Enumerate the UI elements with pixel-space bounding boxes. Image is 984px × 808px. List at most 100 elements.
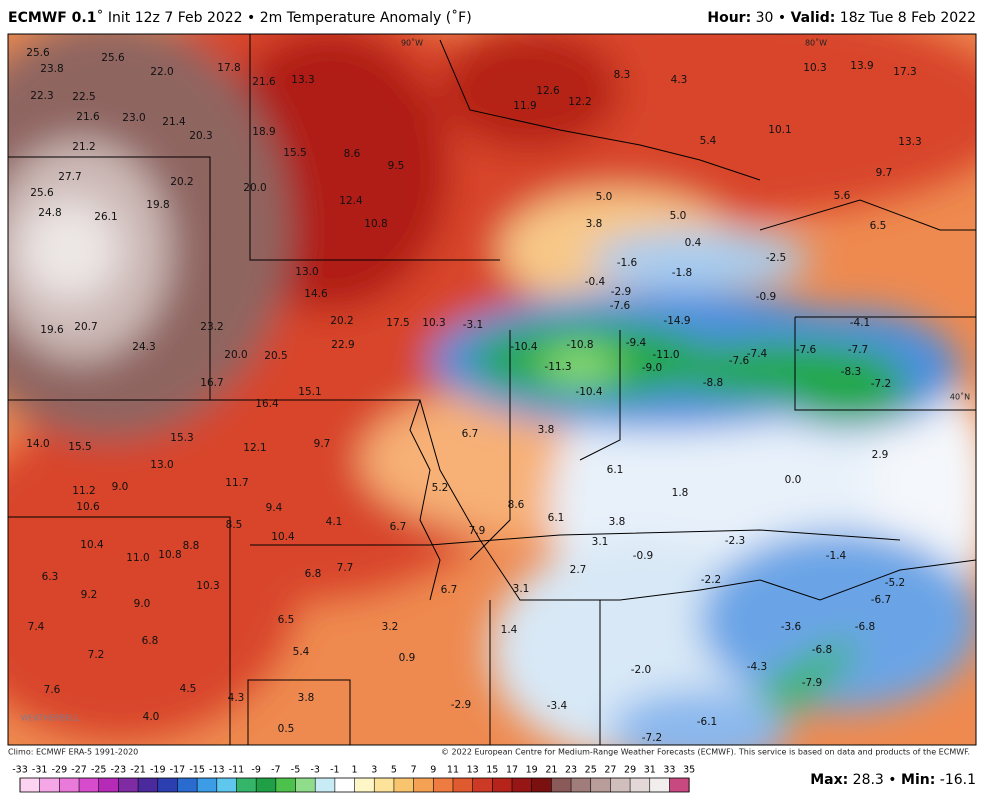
anomaly-label: -7.9 [802,677,823,689]
anomaly-label: 12.6 [536,85,560,97]
anomaly-label: 15.5 [283,147,306,159]
header-title: ECMWF 0.1˚ Init 12z 7 Feb 2022 • 2m Temp… [8,9,472,26]
hour: 30 • [756,10,787,26]
anomaly-label: -2.5 [766,252,787,264]
anomaly-label: 15.3 [170,432,193,444]
colorbar-tick-label: 17 [506,765,518,776]
colorbar-tick-label: 9 [430,765,436,776]
anomaly-label: 0.4 [685,237,702,249]
anomaly-label: 6.8 [142,635,159,647]
anomaly-label: -2.3 [725,535,746,547]
colorbar-tick-label: -17 [170,765,186,776]
anomaly-label: 9.0 [134,598,151,610]
anomaly-label: 20.0 [224,349,247,361]
colorbar-tick-label: 19 [526,765,538,776]
anomaly-label: 25.6 [26,47,50,59]
anomaly-label: 17.8 [217,62,240,74]
anomaly-label: 8.5 [226,519,243,531]
color-swatch [374,778,395,792]
anomaly-label: 15.5 [68,441,91,453]
anomaly-label: 11.0 [126,552,149,564]
colorbar-tick-label: 1 [352,765,358,776]
anomaly-labels: 25.6 23.8 25.6 22.0 22.3 22.5 21.6 23.0 21.420.3… [26,47,921,744]
colorbar-tick-label: -27 [71,765,87,776]
valid-time: 18z Tue 8 Feb 2022 [840,10,976,26]
anomaly-label: 12.1 [243,442,266,454]
anomaly-label: -5.2 [885,577,906,589]
anomaly-label: 8.8 [183,540,200,552]
anomaly-label: 2.9 [872,449,889,461]
anomaly-label: -3.4 [547,700,568,712]
anomaly-label: 20.7 [74,321,97,333]
anomaly-label: -6.1 [697,716,718,728]
color-swatch [669,778,690,792]
anomaly-label: 11.2 [72,485,95,497]
anomaly-label: 10.4 [271,531,295,543]
anomaly-label: -14.9 [663,315,690,327]
anomaly-label: 16.4 [255,398,279,410]
anomaly-label: 24.8 [38,207,61,219]
colorbar: -33 -31 -29 -27 -25 -23 -21 -19 -17 -15 -13 -11 -9 -7… [12,765,695,793]
anomaly-label: 22.9 [331,339,354,351]
anomaly-label: -7.6 [729,355,750,367]
anomaly-label: -0.9 [633,550,654,562]
climo-note: Climo: ECMWF ERA-5 1991-2020 [8,748,138,757]
colorbar-tick-label: 15 [486,765,498,776]
grid-label: 80˚W [805,38,827,48]
anomaly-label: 0.0 [785,474,802,486]
color-swatch [256,778,277,792]
color-swatch [571,778,592,792]
anomaly-label: 0.5 [278,723,295,735]
anomaly-label: 13.0 [150,459,173,471]
color-swatch [354,778,375,792]
color-swatch [216,778,237,792]
hour-label: Hour: [707,10,751,26]
anomaly-label: 19.8 [146,199,169,211]
map: 25.6 23.8 25.6 22.0 22.3 22.5 21.6 23.0 21.420.3… [8,34,976,745]
anomaly-label: 21.4 [162,116,186,128]
anomaly-label: 9.7 [314,438,331,450]
colorbar-tick-label: 11 [447,765,459,776]
colorbar-tick-label: -25 [91,765,107,776]
anomaly-label: 27.7 [58,171,81,183]
anomaly-label: 6.5 [870,220,887,232]
anomaly-label: 12.2 [568,96,591,108]
color-swatch [531,778,552,792]
anomaly-label: 7.4 [28,621,45,633]
color-swatch [98,778,119,792]
max-value: 28.3 • [853,772,897,788]
colorbar-tick-label: 33 [663,765,675,776]
model-name: ECMWF 0.1 [8,10,96,26]
colorbar-tick-label: -31 [32,765,48,776]
max-min: Max: 28.3 • Min: -16.1 [810,772,976,788]
anomaly-label: 20.0 [243,182,266,194]
anomaly-label: -0.4 [585,276,606,288]
color-swatch [59,778,80,792]
min-value: -16.1 [940,772,976,788]
anomaly-label: 8.6 [508,499,525,511]
anomaly-label: -6.7 [871,594,892,606]
anomaly-label: 9.5 [388,160,405,172]
credit: © 2022 European Centre for Medium-Range … [441,748,970,757]
anomaly-label: 4.1 [326,516,343,528]
anomaly-label: -7.4 [747,348,768,360]
min-label: Min: [901,772,935,788]
color-swatch [433,778,454,792]
max-label: Max: [810,772,848,788]
colorbar-tick-label: -19 [150,765,166,776]
colorbar-tick-label: -1 [330,765,339,776]
anomaly-label: 2.7 [570,564,587,576]
anomaly-label: 23.8 [40,63,63,75]
anomaly-label: -6.8 [812,644,833,656]
anomaly-label: -8.3 [841,366,862,378]
anomaly-label: 10.3 [803,62,826,74]
anomaly-label: -11.3 [544,361,571,373]
colorbar-tick-label: -23 [111,765,127,776]
anomaly-label: 9.0 [112,481,129,493]
anomaly-label: 15.1 [298,386,321,398]
anomaly-label: 13.0 [295,266,318,278]
colorbar-tick-label: 5 [391,765,397,776]
color-swatch [452,778,474,792]
anomaly-label: 14.0 [26,438,49,450]
anomaly-label: -10.4 [510,341,537,353]
